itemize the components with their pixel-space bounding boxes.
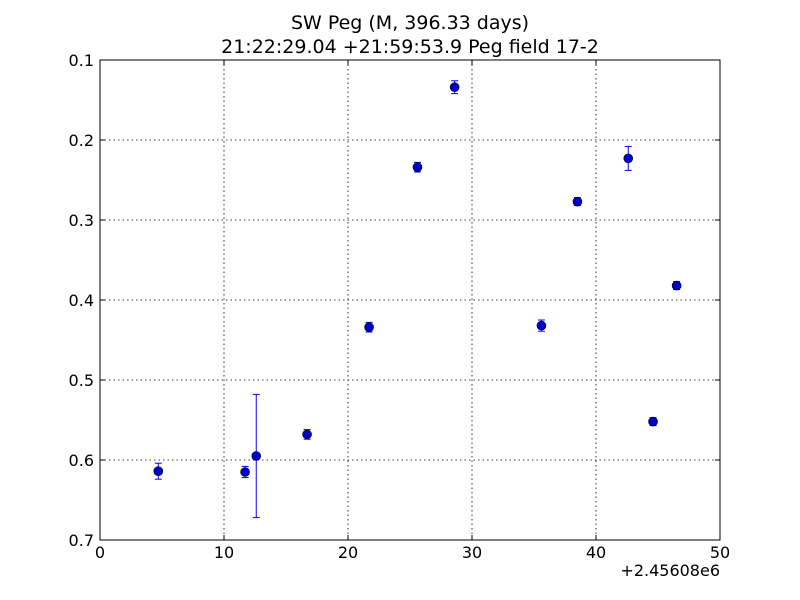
chart-title-line1: SW Peg (M, 396.33 days) [291, 12, 529, 34]
x-tick-label: 10 [214, 543, 234, 562]
data-point [536, 320, 547, 331]
plot-frame [99, 59, 721, 541]
y-tick-label: 0.6 [69, 451, 94, 470]
data-point-group [153, 462, 164, 480]
y-tick-label: 0.2 [69, 131, 94, 150]
x-tick-label: 20 [338, 543, 358, 562]
data-point-group [240, 465, 250, 479]
data-point-group [449, 80, 460, 95]
data-point [364, 322, 374, 333]
x-tick-label: 30 [462, 543, 482, 562]
x-tick-label: 0 [95, 543, 105, 562]
chart-title-line2: 21:22:29.04 +21:59:53.9 Peg field 17-2 [221, 36, 599, 58]
y-tick-label: 0.4 [69, 291, 94, 310]
axis-tick-labels: 0 10 20 30 40 50 0.1 0.2 0.3 0.4 0.5 0.6 0.7 [69, 51, 731, 562]
data-point [671, 280, 682, 291]
data-point [251, 451, 262, 461]
data-point [449, 82, 460, 92]
x-tick-label: 50 [710, 543, 730, 562]
data-point-group [364, 321, 374, 333]
data-point-group [572, 196, 583, 207]
data-point-group [623, 145, 634, 171]
y-tick-label: 0.3 [69, 211, 94, 230]
y-tick-label: 0.1 [69, 51, 94, 70]
data-point-group [302, 429, 312, 440]
data-point [648, 416, 658, 427]
x-tick-label: 40 [586, 543, 606, 562]
x-axis-offset-label: +2.45608e6 [620, 561, 720, 580]
data-point [302, 429, 312, 440]
data-point-group [536, 319, 547, 332]
data-point [240, 467, 250, 477]
data-point [412, 162, 423, 172]
y-tick-label: 0.5 [69, 371, 94, 390]
data-point [572, 196, 583, 207]
data-point-group [412, 161, 423, 173]
data-point-group [648, 416, 658, 427]
data-point [623, 153, 634, 164]
y-tick-label: 0.7 [69, 531, 94, 550]
data-point-group [671, 280, 682, 291]
data-point [153, 466, 164, 477]
grid [100, 60, 720, 540]
data-series [153, 80, 682, 519]
data-point-group [251, 393, 262, 519]
